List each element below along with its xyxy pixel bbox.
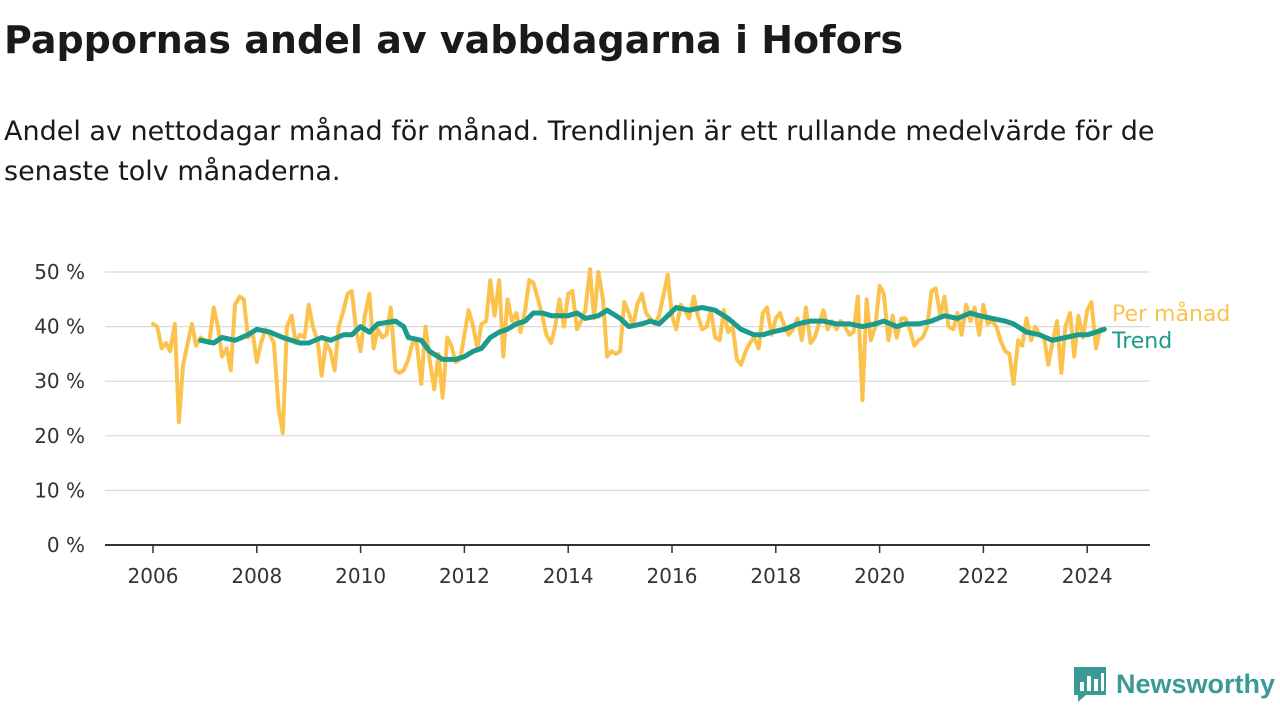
x-axis: 2006 2008 2010 2012 2014 2016 2018 2020 2022 2024: [105, 544, 1150, 588]
y-axis-tick-labels: 0 % 10 % 20 % 30 % 40 % 50 %: [34, 260, 85, 557]
brand-name: Newsworthy: [1116, 668, 1276, 699]
chart-title: Pappornas andel av vabbdagarna i Hofors: [4, 18, 904, 62]
x-tick-label: 2010: [335, 564, 386, 588]
y-tick-label: 30 %: [34, 369, 85, 393]
y-tick-label: 40 %: [34, 315, 85, 339]
x-tick-label: 2022: [958, 564, 1009, 588]
x-tick-label: 2024: [1062, 564, 1113, 588]
brand-logo: Newsworthy: [1072, 664, 1275, 704]
x-tick-label: 2012: [439, 564, 490, 588]
x-tick-label: 2018: [750, 564, 801, 588]
series-label-trend: Trend: [1111, 329, 1172, 354]
series-label-per-manad: Per månad: [1112, 301, 1230, 327]
y-tick-label: 0 %: [47, 533, 85, 557]
series-lines: [151, 267, 1107, 436]
x-tick-label: 2008: [231, 564, 282, 588]
y-tick-label: 10 %: [34, 478, 85, 502]
x-tick-label: 2014: [543, 564, 594, 588]
x-tick-label: 2016: [647, 564, 698, 588]
x-tick-label: 2006: [128, 564, 179, 588]
newsworthy-logo-icon: [1074, 667, 1106, 702]
y-tick-label: 50 %: [34, 260, 85, 284]
series-line-trend: [198, 305, 1107, 362]
series-line-per-manad: [151, 267, 1103, 436]
chart-subtitle: Andel av nettodagar månad för månad. Tre…: [4, 116, 1155, 187]
y-tick-label: 20 %: [34, 424, 85, 448]
x-tick-label: 2020: [854, 564, 905, 588]
